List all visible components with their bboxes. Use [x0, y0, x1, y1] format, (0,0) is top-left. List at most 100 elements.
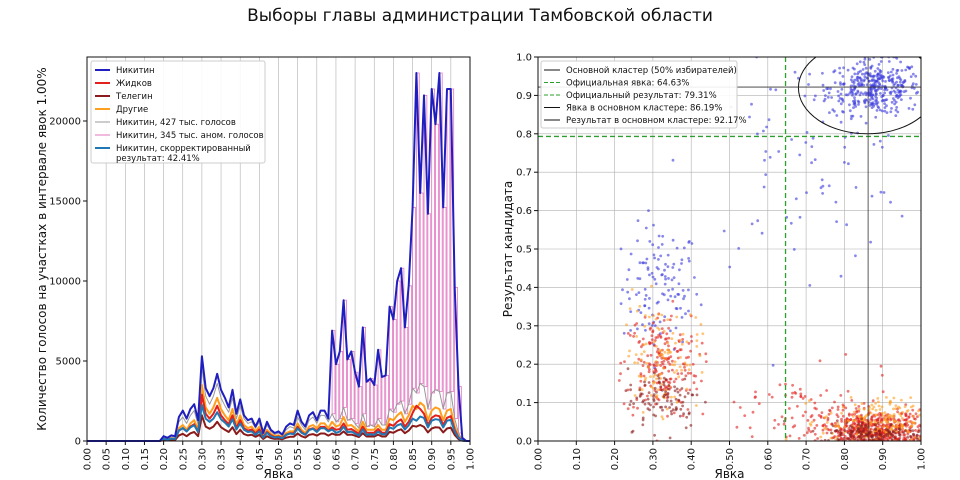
data-point [918, 413, 921, 417]
data-point [810, 420, 814, 424]
anomaly-bar [419, 192, 424, 384]
data-point [851, 66, 855, 70]
data-point [889, 423, 893, 426]
data-point [835, 220, 838, 224]
data-point [643, 324, 647, 328]
data-point [641, 416, 645, 420]
data-point [789, 221, 793, 225]
data-point [674, 397, 678, 401]
data-point [825, 421, 829, 424]
data-point [864, 415, 867, 418]
data-point [899, 60, 902, 64]
data-point [876, 422, 880, 425]
data-point [900, 98, 903, 101]
data-point [878, 82, 881, 86]
data-point [848, 109, 852, 113]
data-point [683, 395, 687, 399]
data-point [798, 215, 802, 219]
data-point [642, 399, 645, 402]
data-point [829, 436, 833, 440]
data-point [861, 68, 865, 71]
data-point [846, 389, 850, 393]
data-point [881, 74, 885, 78]
data-point [674, 341, 677, 345]
data-point [824, 94, 827, 97]
series-line [87, 404, 470, 442]
data-point [898, 433, 902, 437]
data-point [841, 414, 845, 418]
x-tick-label: 0.25 [178, 448, 189, 470]
data-point [895, 69, 899, 72]
data-point [864, 121, 868, 125]
data-point [806, 419, 810, 422]
data-point [673, 295, 677, 299]
data-point [845, 417, 849, 420]
data-point [695, 345, 699, 348]
data-point [838, 66, 841, 70]
data-point [909, 424, 913, 428]
data-point [850, 430, 854, 434]
data-point [903, 433, 907, 437]
data-point [803, 94, 807, 98]
data-point [843, 161, 846, 164]
data-point [681, 340, 684, 344]
data-point [663, 268, 666, 272]
y-tick-label: 1.0 [516, 53, 532, 64]
data-point [878, 408, 882, 411]
data-point [825, 431, 829, 435]
data-point [622, 331, 626, 335]
anomaly-bar [389, 306, 393, 410]
data-point [916, 90, 919, 94]
data-point [890, 77, 894, 81]
data-point [823, 416, 826, 420]
data-point [879, 364, 883, 368]
data-point [772, 426, 776, 430]
data-point [910, 65, 914, 69]
data-point [756, 219, 760, 223]
data-point [660, 243, 664, 246]
data-point [657, 258, 660, 261]
data-point [892, 413, 896, 416]
data-point [861, 72, 864, 76]
data-point [853, 403, 857, 407]
data-point [911, 82, 915, 85]
data-point [842, 66, 845, 70]
data-point [889, 400, 892, 404]
data-point [819, 394, 823, 397]
data-point [885, 98, 889, 101]
data-point [722, 229, 726, 233]
data-point [887, 76, 891, 80]
data-point [807, 83, 810, 86]
data-point [674, 326, 678, 330]
data-point [907, 416, 911, 419]
data-point [821, 184, 825, 188]
data-point [643, 287, 647, 291]
data-point [851, 415, 855, 418]
data-point [869, 411, 873, 415]
data-point [627, 354, 631, 358]
data-point [874, 413, 878, 417]
data-point [648, 363, 652, 367]
data-point [685, 363, 689, 367]
data-point [843, 429, 847, 433]
series-line [87, 414, 470, 442]
data-point [898, 412, 901, 416]
data-point [862, 60, 866, 64]
data-point [653, 371, 656, 375]
data-point [664, 337, 667, 341]
data-point [870, 106, 874, 109]
data-point [656, 355, 659, 359]
y-tick-label: 0.8 [516, 129, 532, 140]
data-point [801, 397, 805, 400]
data-point [654, 360, 658, 363]
data-point [807, 426, 810, 430]
anomaly-bar [423, 95, 428, 388]
data-point [647, 391, 651, 395]
data-point [804, 410, 807, 414]
data-point [842, 433, 845, 436]
data-point [754, 390, 757, 394]
data-point [855, 62, 859, 66]
data-point [690, 242, 694, 245]
data-point [868, 406, 871, 409]
data-point [850, 433, 853, 437]
